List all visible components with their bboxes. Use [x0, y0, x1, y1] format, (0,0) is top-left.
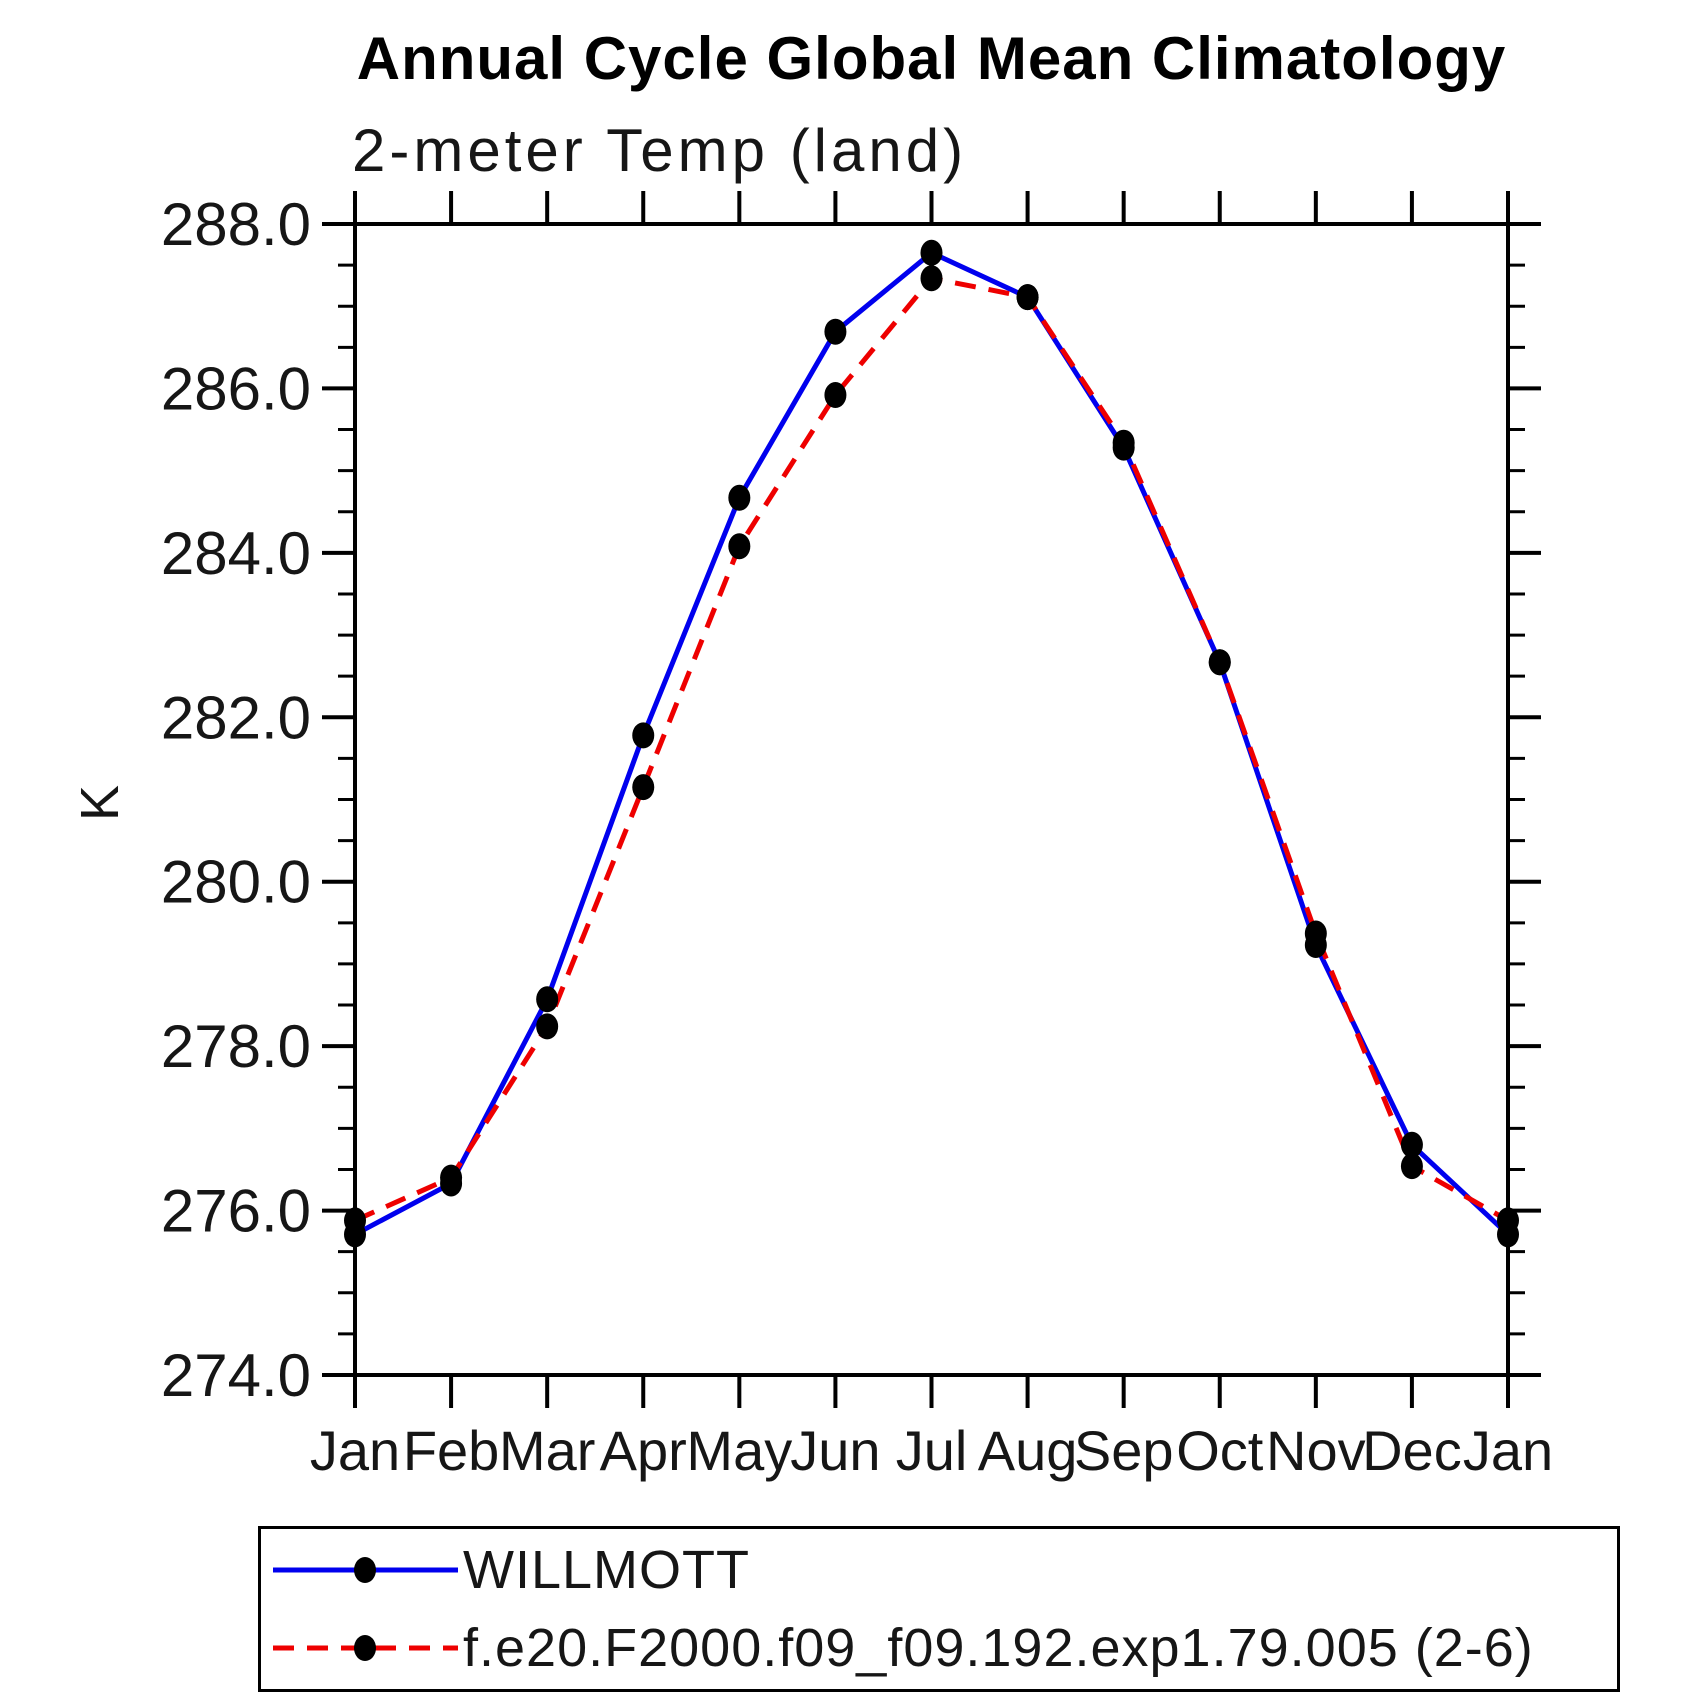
- legend-item-model-run: f.e20.F2000.f09_f09.192.exp1.79.005 (2-6…: [261, 1612, 1617, 1684]
- legend-dashed-line-sample: [273, 1635, 458, 1661]
- legend-label-willmott: WILLMOTT: [463, 1540, 750, 1600]
- data-point-marker: [632, 774, 655, 801]
- data-point-marker: [536, 1013, 559, 1040]
- y-axis-tick-label: 286.0: [161, 355, 311, 422]
- x-axis-tick-label: Jan: [1463, 1419, 1553, 1482]
- x-axis-tick-label: Mar: [499, 1419, 595, 1482]
- data-point-marker: [440, 1164, 463, 1191]
- y-axis-tick-label: 280.0: [161, 849, 311, 916]
- x-axis-tick-label: Jan: [310, 1419, 400, 1482]
- data-point-marker: [536, 986, 559, 1013]
- x-axis-tick-label: Dec: [1362, 1419, 1462, 1482]
- x-axis-tick-label: Aug: [978, 1419, 1078, 1482]
- data-point-marker: [1112, 429, 1135, 456]
- x-axis-tick-label: Nov: [1266, 1419, 1366, 1482]
- data-point-marker: [728, 484, 751, 511]
- x-axis-tick-label: Oct: [1176, 1419, 1264, 1482]
- x-axis-tick-label: Feb: [403, 1419, 500, 1482]
- y-axis-tick-label: 276.0: [161, 1178, 311, 1245]
- legend-box: WILLMOTT f.e20.F2000.f09_f09.192.exp1.79…: [258, 1526, 1620, 1692]
- legend-label-model-run: f.e20.F2000.f09_f09.192.exp1.79.005 (2-6…: [463, 1618, 1534, 1678]
- y-axis-tick-label: 288.0: [161, 191, 311, 258]
- legend-marker-dot: [354, 1557, 376, 1583]
- data-point-marker: [824, 382, 847, 409]
- data-point-marker: [1497, 1207, 1519, 1234]
- x-axis-tick-label: May: [686, 1419, 792, 1482]
- data-point-marker: [728, 533, 751, 560]
- x-axis-tick-label: Jun: [790, 1419, 880, 1482]
- data-point-marker: [344, 1207, 366, 1234]
- y-axis-tick-label: 282.0: [161, 684, 311, 751]
- data-point-marker: [632, 722, 655, 749]
- series-line-0: [353, 249, 1510, 1237]
- x-axis-tick-label: Apr: [600, 1419, 687, 1482]
- data-point-marker: [824, 318, 847, 345]
- data-point-marker: [1400, 1153, 1423, 1180]
- data-point-marker: [1304, 920, 1327, 947]
- data-point-marker: [920, 239, 943, 266]
- y-axis-tick-label: 278.0: [161, 1013, 311, 1080]
- data-point-marker: [1208, 649, 1231, 676]
- data-point-marker: [920, 265, 943, 292]
- legend-item-willmott: WILLMOTT: [261, 1534, 1617, 1606]
- chart-title: Annual Cycle Global Mean Climatology: [356, 25, 1507, 92]
- data-point-marker: [1400, 1131, 1423, 1158]
- y-axis-tick-label: 284.0: [161, 520, 311, 587]
- chart-subtitle: 2-meter Temp (land): [352, 117, 968, 184]
- x-axis-tick-label: Jul: [896, 1419, 968, 1482]
- legend-solid-line-sample: [273, 1557, 458, 1583]
- series-line-1: [353, 275, 1510, 1223]
- legend-marker-dot: [354, 1635, 376, 1661]
- data-point-marker: [1016, 284, 1039, 311]
- x-axis-tick-label: Sep: [1074, 1419, 1174, 1482]
- y-axis-tick-label: 274.0: [161, 1342, 311, 1409]
